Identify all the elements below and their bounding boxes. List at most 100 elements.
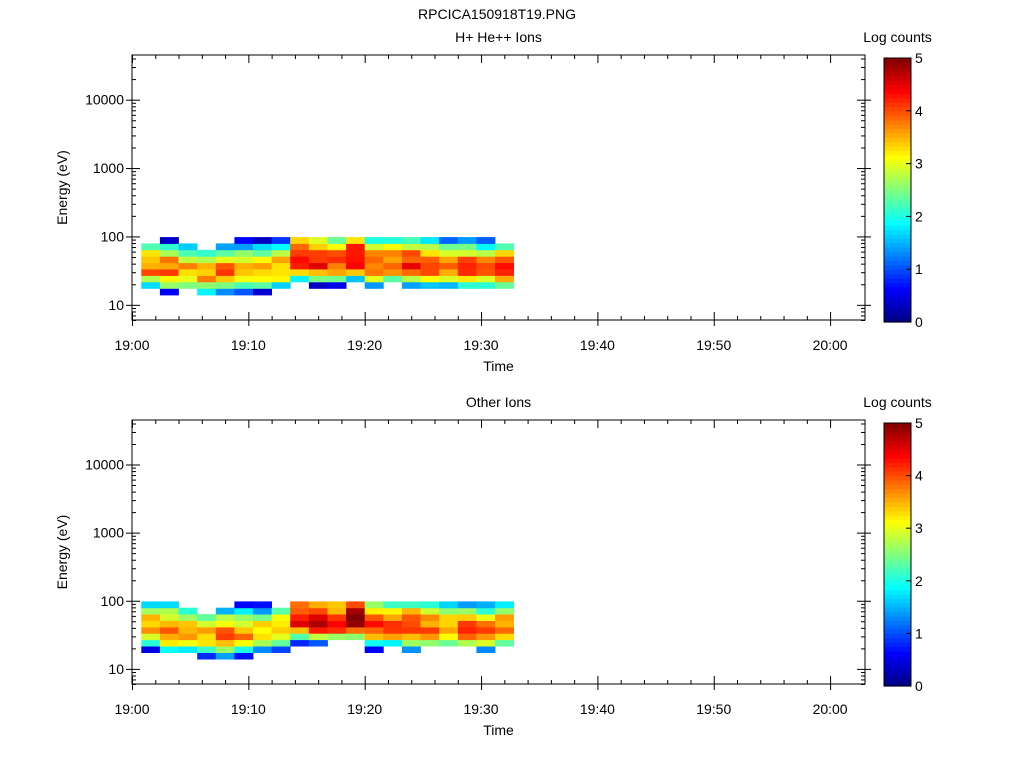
heatmap-cell [420, 269, 440, 276]
heatmap-cell [197, 646, 217, 653]
heatmap-cell [346, 237, 366, 244]
heatmap-cell [457, 249, 477, 257]
colorbar-tick-label: 5 [915, 50, 923, 66]
colorbar-tick-label: 1 [915, 625, 923, 641]
y-tick-label: 1000 [93, 525, 124, 541]
colorbar-swatch [884, 510, 911, 516]
heatmap-cell [439, 601, 459, 609]
heatmap-cell [476, 249, 496, 257]
heatmap-cell [197, 262, 217, 270]
heatmap-cell [141, 620, 161, 628]
heatmap-cell [159, 262, 179, 270]
heatmap-cell [234, 601, 254, 609]
heatmap-cell [253, 614, 272, 621]
colorbar-swatch [884, 159, 911, 165]
heatmap-cell [364, 614, 384, 621]
y-tick-label: 10 [108, 297, 124, 313]
heatmap-cell [197, 256, 217, 264]
colorbar-swatch [884, 278, 911, 283]
colorbar-swatch [884, 295, 911, 301]
heatmap-cell [178, 281, 198, 289]
colorbar-swatch [884, 141, 911, 147]
heatmap-cell [457, 627, 477, 634]
heatmap-cell [401, 646, 421, 653]
heatmap-cell [178, 275, 198, 283]
colorbar-swatch [884, 550, 911, 556]
colorbar-swatch [884, 672, 911, 678]
y-tick-label: 10 [108, 661, 124, 677]
heatmap-cell [420, 275, 440, 283]
colorbar-swatch [884, 563, 911, 569]
heatmap-cell [327, 601, 347, 609]
heatmap-cell [178, 262, 198, 270]
heatmap-cell [495, 275, 514, 283]
y-axis: 10 100 1000 10000 [85, 423, 871, 685]
heatmap-cell [495, 269, 514, 276]
x-tick-label: 19:10 [231, 701, 266, 717]
heatmap-cell [141, 614, 161, 621]
heatmap-cell [346, 620, 366, 628]
colorbar-swatch [884, 264, 911, 270]
heatmap-cell [253, 256, 272, 264]
heatmap-cell [215, 243, 235, 251]
x-tick-label: 19:50 [696, 337, 731, 353]
heatmap-cell [308, 249, 328, 257]
heatmap-cell [197, 633, 217, 641]
colorbar-swatch [884, 629, 911, 634]
colorbar-swatch [884, 124, 911, 129]
heatmap-cell [439, 237, 459, 244]
heatmap-cell [439, 275, 459, 283]
heatmap-cell [420, 607, 440, 615]
heatmap-cell [253, 620, 272, 628]
heatmap-cell [327, 237, 347, 244]
colorbar-swatch [884, 567, 911, 573]
colorbar-swatch [884, 308, 911, 314]
heatmap-cell [308, 269, 328, 276]
heatmap-cell [364, 269, 384, 276]
heatmap-cell [476, 601, 496, 609]
heatmap-cell [271, 256, 291, 264]
colorbar-swatch [884, 607, 911, 613]
heatmap-cell [401, 256, 421, 264]
heatmap-cell [290, 614, 310, 621]
heatmap-cell [308, 275, 328, 283]
heatmap-cell [271, 262, 291, 270]
colorbar-swatch [884, 273, 911, 279]
colorbar-swatch [884, 431, 911, 437]
heatmap-cell [215, 262, 235, 270]
heatmap-cell [346, 601, 366, 609]
heatmap-cell [178, 269, 198, 276]
heatmap-cell [476, 275, 496, 283]
heatmap-cell [401, 262, 421, 270]
heatmap-cell [159, 281, 179, 289]
heatmap-cell [383, 243, 403, 251]
colorbar-swatch [884, 260, 911, 266]
heatmap-cell [439, 639, 459, 647]
heatmap-cell [215, 256, 235, 264]
colorbar-swatch [884, 677, 911, 683]
colorbar-swatch [884, 681, 911, 687]
heatmap-cell [197, 639, 217, 647]
heatmap-cell [457, 639, 477, 647]
heatmap-cell [159, 607, 179, 615]
colorbar-swatch [884, 536, 911, 542]
heatmap-cell [383, 269, 403, 276]
colorbar-label: Log counts [863, 29, 932, 45]
heatmap-cell [215, 627, 235, 634]
heatmap-cell [457, 601, 477, 609]
heatmap-cell [457, 281, 477, 289]
heatmap-cell [215, 249, 235, 257]
heatmap-cell [439, 633, 459, 641]
heatmap-cell [159, 275, 179, 283]
heatmap-cell [159, 601, 179, 609]
heatmap-cell [439, 262, 459, 270]
heatmap-cell [476, 237, 496, 244]
colorbar-swatch [884, 207, 911, 213]
colorbar-swatch [884, 242, 911, 248]
heatmap-cell [495, 639, 514, 647]
colorbar-swatch [884, 216, 911, 222]
colorbar-swatch [884, 172, 911, 178]
heatmap-cell [308, 627, 328, 634]
colorbar-swatch [884, 194, 911, 200]
